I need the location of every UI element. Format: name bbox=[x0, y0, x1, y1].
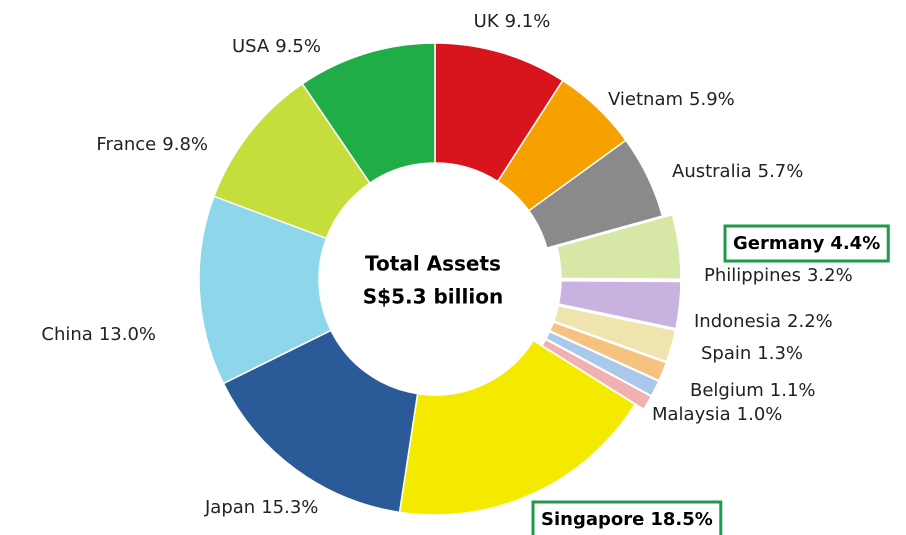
value-label: 15.3% bbox=[261, 497, 318, 518]
category-label: Spain bbox=[701, 343, 751, 364]
category-label: Germany bbox=[733, 233, 825, 254]
slice-label: Indonesia 2.2% bbox=[694, 311, 833, 332]
labels: UK 9.1% Vietnam 5.9% Australia 5.7% Germany 4.4… bbox=[41, 11, 890, 535]
value-label: 9.8% bbox=[162, 134, 208, 155]
slice-label: Germany 4.4% bbox=[733, 233, 880, 254]
value-label: 1.3% bbox=[757, 343, 803, 364]
slice-label: UK 9.1% bbox=[474, 11, 551, 32]
slice bbox=[557, 280, 682, 330]
value-label: 4.4% bbox=[830, 233, 880, 254]
slice-label: China 13.0% bbox=[41, 324, 156, 345]
center-subtitle: S$5.3 billion bbox=[363, 285, 503, 309]
value-label: 5.9% bbox=[689, 89, 735, 110]
highlight-box bbox=[723, 224, 890, 263]
value-label: 1.0% bbox=[737, 404, 783, 425]
category-label: UK bbox=[474, 11, 500, 32]
value-label: 2.2% bbox=[787, 311, 833, 332]
category-label: Indonesia bbox=[694, 311, 781, 332]
value-label: 9.5% bbox=[275, 36, 321, 57]
value-label: 13.0% bbox=[99, 324, 156, 345]
category-label: Malaysia bbox=[652, 404, 731, 425]
category-label: Australia bbox=[672, 161, 752, 182]
category-label: Singapore bbox=[541, 509, 644, 530]
category-label: Vietnam bbox=[608, 89, 683, 110]
slice bbox=[552, 304, 677, 363]
category-label: China bbox=[41, 324, 92, 345]
category-label: France bbox=[96, 134, 156, 155]
slice-label: Belgium 1.1% bbox=[690, 380, 816, 401]
slice-label: Spain 1.3% bbox=[701, 343, 803, 364]
category-label: USA bbox=[232, 36, 270, 57]
value-label: 9.1% bbox=[505, 11, 551, 32]
highlight-box bbox=[531, 500, 723, 535]
value-label: 5.7% bbox=[758, 161, 804, 182]
slices bbox=[198, 42, 682, 516]
slice bbox=[222, 329, 419, 514]
slice-label: Malaysia 1.0% bbox=[652, 404, 782, 425]
slice-label: France 9.8% bbox=[96, 134, 208, 155]
slice-label: USA 9.5% bbox=[232, 36, 321, 57]
slice bbox=[398, 339, 637, 516]
value-label: 1.1% bbox=[770, 380, 816, 401]
slice-label: Singapore 18.5% bbox=[541, 509, 713, 530]
slice bbox=[198, 195, 332, 385]
category-label: Philippines bbox=[704, 265, 801, 286]
slice-label: Philippines 3.2% bbox=[704, 265, 853, 286]
center-title: Total Assets bbox=[365, 252, 501, 276]
category-label: Belgium bbox=[690, 380, 764, 401]
slice-label: Vietnam 5.9% bbox=[608, 89, 735, 110]
slice bbox=[301, 42, 436, 185]
value-label: 18.5% bbox=[650, 509, 712, 530]
category-label: Japan bbox=[204, 497, 255, 518]
slice bbox=[527, 139, 664, 249]
slice-label: Japan 15.3% bbox=[204, 497, 318, 518]
slice-label: Australia 5.7% bbox=[672, 161, 803, 182]
slice bbox=[548, 321, 668, 382]
slice bbox=[555, 213, 682, 280]
value-label: 3.2% bbox=[807, 265, 853, 286]
